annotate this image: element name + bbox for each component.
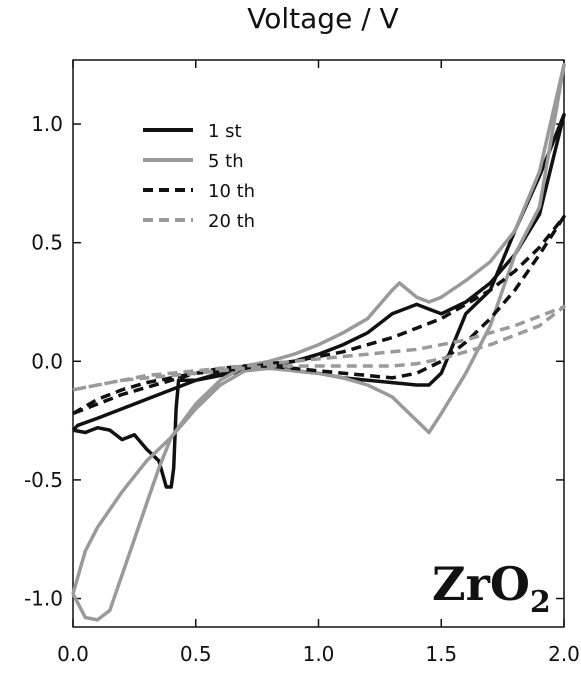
legend-label: 20 th	[208, 211, 255, 232]
y-tick-label: 0.0	[31, 349, 63, 373]
series-5-th	[71, 62, 566, 622]
y-tick-label: 1.0	[31, 112, 63, 136]
x-axis-title: Voltage / V	[247, 2, 398, 35]
x-axis: 0.0 0.5 1.0 1.5 2.0	[57, 60, 580, 666]
y-tick-label: -1.0	[24, 587, 63, 611]
legend-label: 5 th	[208, 151, 244, 172]
legend-label: 1 st	[208, 121, 242, 142]
series-1-st	[71, 112, 566, 489]
x-tick-label: 0.5	[180, 642, 212, 666]
x-tick-label: 0.0	[57, 642, 89, 666]
legend-label: 10 th	[208, 181, 255, 202]
annotation-label: ZrO2	[432, 557, 551, 620]
x-tick-label: 1.0	[303, 642, 335, 666]
y-tick-label: 0.5	[31, 231, 63, 255]
x-tick-label: 1.5	[425, 642, 457, 666]
series-20-th	[72, 304, 566, 392]
legend: 1 st 5 th 10 th 20 th	[143, 121, 255, 232]
series-layer	[71, 62, 566, 622]
x-tick-label: 2.0	[548, 642, 580, 666]
y-tick-label: -0.5	[24, 468, 63, 492]
y-axis: 1.0 0.5 0.0 -0.5 -1.0	[24, 112, 564, 611]
series-10-th	[72, 214, 566, 416]
